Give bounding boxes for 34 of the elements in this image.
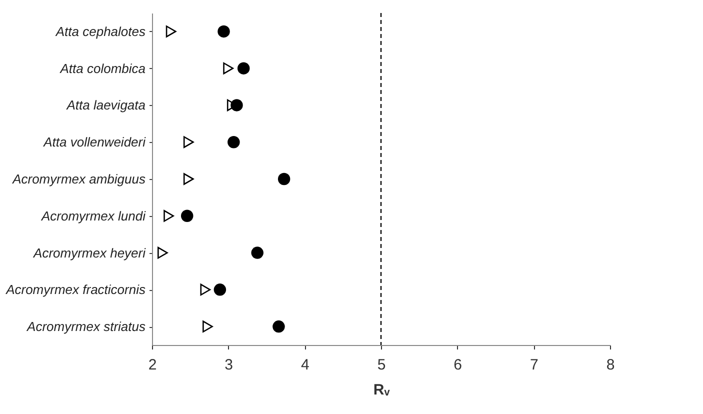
point xyxy=(183,136,194,148)
y-tick-label: Acromyrmex striatus xyxy=(26,319,146,334)
point xyxy=(278,172,290,186)
y-tick-label: Acromyrmex heyeri xyxy=(32,245,147,260)
point xyxy=(202,320,213,332)
x-tick-label: 8 xyxy=(606,356,615,374)
y-tick-label: Atta cephalotes xyxy=(54,24,146,39)
point xyxy=(272,320,285,333)
point xyxy=(251,246,264,259)
x-tick-label: 6 xyxy=(454,356,462,374)
y-tick-label: Acromyrmex ambiguus xyxy=(12,172,146,186)
point xyxy=(223,62,234,74)
point xyxy=(157,246,168,259)
point xyxy=(166,26,176,38)
point xyxy=(230,99,243,112)
point xyxy=(218,25,230,38)
point xyxy=(200,284,211,296)
x-tick-label: 4 xyxy=(300,356,310,374)
point xyxy=(183,173,194,185)
y-tick-label: Atta vollenweideri xyxy=(42,134,147,150)
x-tick-label: 5 xyxy=(377,356,386,374)
x-tick-label: 3 xyxy=(224,356,234,374)
point xyxy=(228,136,240,148)
y-tick-label: Acromyrmex fracticornis xyxy=(5,282,146,298)
x-tick-label: 2 xyxy=(148,356,157,374)
y-tick-label: Atta laevigata xyxy=(66,98,146,113)
point xyxy=(180,210,194,222)
x-axis-title: Rᵥ xyxy=(373,382,390,398)
y-tick-label: Atta colombica xyxy=(59,60,146,76)
point xyxy=(214,284,226,296)
point xyxy=(237,62,250,74)
point xyxy=(164,210,174,222)
x-tick-label: 7 xyxy=(530,356,538,374)
y-tick-label: Acromyrmex lundi xyxy=(40,208,147,224)
